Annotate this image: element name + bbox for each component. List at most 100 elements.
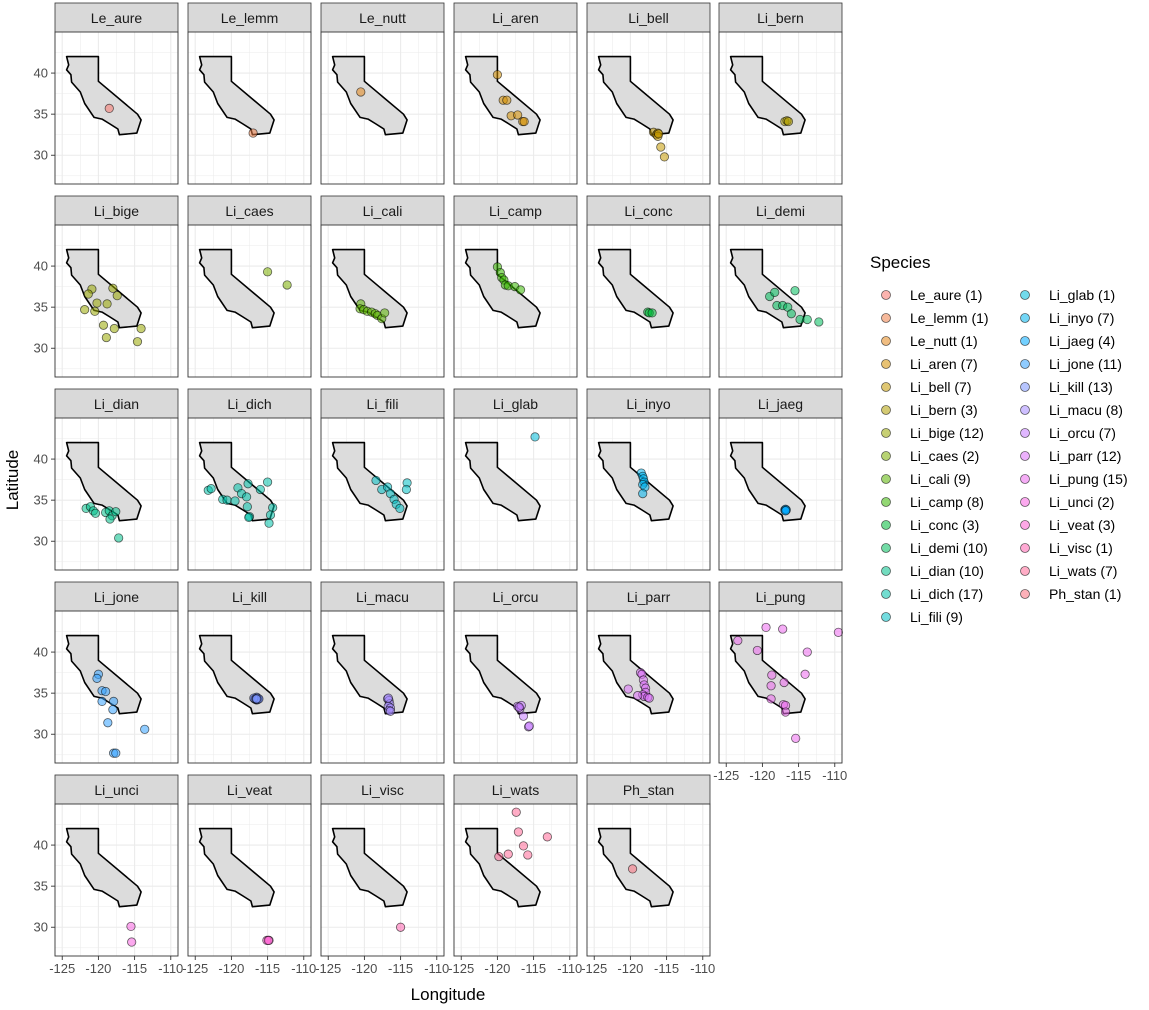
y-tick-label: 40 — [34, 838, 48, 853]
data-point — [766, 681, 776, 691]
california-outline — [464, 441, 541, 522]
panel-border — [187, 31, 312, 185]
x-tick-label: -125 — [713, 768, 739, 783]
facet-strip-label: Li_caes — [225, 203, 273, 219]
data-point — [264, 518, 274, 528]
grid-lines — [587, 224, 710, 377]
legend-label: Li_visc (1) — [1049, 540, 1113, 556]
legend-item: Li_inyo (7) — [1020, 310, 1114, 326]
data-point — [90, 306, 100, 316]
data-point — [103, 718, 113, 728]
data-point — [780, 506, 791, 516]
y-tick-label: 40 — [34, 645, 48, 660]
x-tick-label: -110 — [822, 768, 847, 783]
data-point — [519, 116, 529, 127]
legend-key — [881, 566, 891, 576]
legend-key — [881, 382, 891, 392]
data-point — [778, 624, 788, 634]
legend-item: Ph_stan (1) — [1020, 586, 1121, 602]
legend-key — [1020, 589, 1030, 599]
legend-label: Li_camp (8) — [910, 494, 984, 510]
panel-border — [54, 803, 179, 957]
facet-strip — [187, 388, 312, 419]
x-tick-label: -110 — [158, 961, 183, 976]
facet-panel: Le_lemm — [187, 2, 312, 185]
california-outline — [729, 55, 806, 136]
data-point — [90, 508, 101, 518]
x-tick-label: -115 — [122, 961, 147, 976]
facet-strip — [187, 195, 312, 226]
data-point — [244, 512, 254, 523]
legend-key — [881, 428, 891, 438]
data-point — [633, 691, 643, 701]
panel-border — [718, 224, 843, 378]
legend-label: Li_bell (7) — [910, 379, 971, 395]
data-point — [385, 706, 396, 716]
facet-strip-label: Li_aren — [492, 10, 539, 26]
y-tick-label: 35 — [34, 107, 48, 122]
legend-label: Ph_stan (1) — [1049, 586, 1121, 602]
data-point — [530, 432, 540, 442]
legend-key — [881, 290, 891, 300]
facet-panel: Li_aren — [453, 2, 578, 185]
legend-key — [881, 474, 891, 484]
legend-item: Li_dian (10) — [881, 563, 984, 579]
data-point — [263, 935, 273, 945]
data-point — [265, 510, 276, 520]
data-point — [252, 694, 262, 704]
facet-strip-label: Ph_stan — [623, 782, 674, 798]
data-point — [248, 128, 258, 138]
legend-key — [1020, 474, 1030, 484]
y-tick-label: 30 — [34, 148, 48, 163]
panel-border — [453, 224, 578, 378]
data-point — [101, 686, 111, 697]
data-point — [101, 332, 111, 343]
facet-panel: Li_camp — [453, 195, 578, 378]
x-tick-label: -115 — [521, 961, 546, 976]
legend-key — [881, 612, 891, 622]
data-point — [111, 507, 121, 517]
facet-strip-label: Li_macu — [356, 589, 409, 605]
facet-strip-label: Li_pung — [756, 589, 806, 605]
facet-panel: Li_unci 30 35 40 — [34, 774, 179, 957]
data-point — [503, 849, 513, 859]
data-point — [83, 289, 93, 299]
legend: Species Le_aure (1) Le_lemm (1) Le_nutt (1… — [870, 253, 1128, 625]
facet-panel: Li_wats — [453, 774, 578, 957]
facet-strip-label: Li_glab — [493, 396, 538, 412]
legend-label: Li_bern (3) — [910, 402, 978, 418]
panel-border — [320, 803, 445, 957]
data-point — [514, 702, 524, 712]
legend-item: Li_fili (9) — [881, 609, 963, 625]
legend-item: Li_kill (13) — [1020, 379, 1113, 395]
panel-border — [586, 417, 711, 571]
facet-strip-label: Li_parr — [627, 589, 671, 605]
panel-border — [586, 610, 711, 764]
panel-border — [586, 803, 711, 957]
facet-strip-label: Li_bell — [628, 10, 668, 26]
california-outline — [331, 441, 408, 522]
panel-border — [54, 224, 179, 378]
legend-label: Li_bige (12) — [910, 425, 984, 441]
facet-strip — [586, 388, 711, 419]
data-point — [243, 479, 253, 489]
data-point — [105, 514, 115, 524]
facet-panel: Li_caes — [187, 195, 312, 378]
legend-item: Le_aure (1) — [881, 287, 982, 303]
legend-label: Li_dich (17) — [910, 586, 983, 602]
legend-item: Li_parr (12) — [1020, 448, 1121, 464]
legend-item: Li_pung (15) — [1020, 471, 1128, 487]
data-point — [80, 305, 90, 315]
x-tick-label: -120 — [484, 961, 510, 976]
x-axis-ticks: -125 -120 -115 -110-125 -120 -115 -110-125 -120… — [49, 763, 847, 976]
california-outline — [331, 55, 408, 136]
legend-key — [1020, 290, 1030, 300]
panel-border — [320, 31, 445, 185]
data-point — [518, 711, 529, 721]
facet-strip — [320, 2, 445, 33]
x-tick-label: -115 — [388, 961, 413, 976]
panel-border — [718, 417, 843, 571]
y-tick-label: 35 — [34, 686, 48, 701]
legend-label: Li_wats (7) — [1049, 563, 1117, 579]
facet-panel: Ph_stan — [586, 774, 711, 957]
